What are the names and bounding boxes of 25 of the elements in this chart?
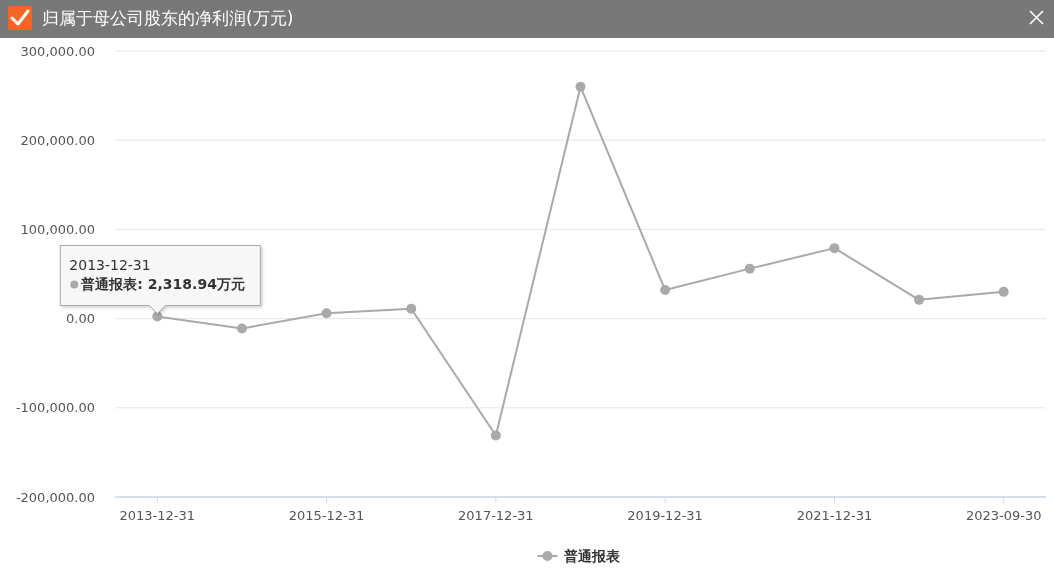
point (998, 286, 1009, 297)
y-tick-label: 0.00 (66, 311, 95, 327)
annotation: 2013-12-31 普通报表: 2,318.94万元 (69, 257, 245, 293)
y-tick-label: 300,000.00 (20, 43, 95, 59)
point (575, 81, 586, 92)
y-tick-label: 200,000.00 (20, 132, 95, 148)
point (236, 323, 247, 334)
x-tick-label: 2013-12-31 (119, 507, 196, 523)
legend-label: 普通报表 (562, 547, 621, 564)
point (321, 308, 332, 319)
x-tick-label: 2023-09-30 (965, 507, 1042, 523)
x-tick-label: 2017-12-31 (458, 507, 534, 523)
y-tick-label: -200,000.00 (15, 489, 95, 505)
point (660, 285, 671, 296)
x-tick-label: 2015-12-31 (288, 507, 365, 523)
y-tick-label: -100,000.00 (15, 400, 95, 416)
point (829, 243, 840, 254)
point (406, 303, 417, 314)
point (490, 430, 501, 441)
x-tick-label: 2021-12-31 (796, 507, 873, 523)
point (914, 294, 925, 305)
y-tick-label: 100,000.00 (20, 221, 95, 237)
chart-title: 归属于母公司股东的净利润(万元) (42, 7, 294, 28)
point (744, 263, 755, 274)
x-tick-label: 2019-12-31 (627, 507, 703, 523)
